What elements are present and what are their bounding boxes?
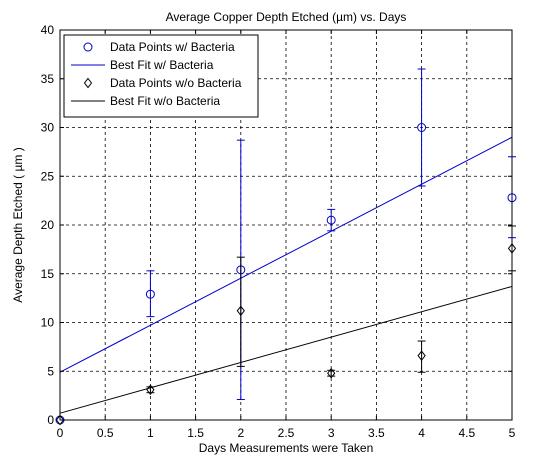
axes: 0 0.5 1 1.5 2 2.5 3 3.5 4 4.5 5 0 5 10 15 20 25 30 35 40: [41, 23, 516, 440]
data-point: [145, 289, 155, 299]
data-point: [55, 414, 65, 426]
y-axis-label: Average Depth Etched ( µm ): [11, 147, 25, 302]
data-point: [327, 367, 336, 379]
x-tick-label: 3.5: [368, 426, 385, 440]
legend-label: Best Fit w/ Bacteria: [110, 58, 214, 72]
best-fit-line: [59, 136, 513, 373]
x-tick-label: 4.5: [458, 426, 475, 440]
x-tick-label: 0: [57, 426, 64, 440]
x-tick-label: 3: [328, 426, 335, 440]
legend-label: Best Fit w/o Bacteria: [110, 94, 220, 108]
data-point: [146, 384, 155, 396]
data-point: [417, 123, 427, 132]
y-tick-label: 10: [41, 316, 55, 330]
legend: Data Points w/ Bacteria Best Fit w/ Bacte…: [63, 34, 259, 118]
x-tick-label: 0.5: [97, 426, 114, 440]
x-axis-label: Days Measurements were Taken: [199, 441, 374, 455]
best-fit-line: [59, 285, 513, 414]
y-tick-label: 35: [41, 72, 55, 86]
legend-swatch-marker: [83, 77, 93, 89]
data-point: [326, 215, 336, 225]
y-tick-label: 40: [41, 23, 55, 37]
legend-box: [63, 34, 259, 118]
y-tick-label: 25: [41, 169, 55, 183]
x-tick-label: 2.5: [278, 426, 295, 440]
y-tick-label: 15: [41, 267, 55, 281]
x-tick-label: 2: [237, 426, 244, 440]
legend-label: Data Points w/ Bacteria: [110, 40, 235, 54]
x-tick-label: 1: [147, 426, 154, 440]
y-tick-label: 5: [47, 364, 54, 378]
x-tick-label: 4: [418, 426, 425, 440]
legend-label: Data Points w/o Bacteria: [110, 76, 242, 90]
y-tick-label: 20: [41, 218, 55, 232]
data-point: [417, 350, 426, 361]
chart-title: Average Copper Depth Etched (µm) vs. Day…: [166, 10, 407, 24]
y-tick-label: 30: [41, 121, 55, 135]
y-tick-label: 0: [47, 413, 54, 427]
x-tick-label: 5: [509, 426, 516, 440]
data-point: [236, 305, 245, 317]
x-tick-label: 1.5: [187, 426, 204, 440]
series-layer: [55, 68, 517, 426]
legend-swatch-marker: [83, 42, 93, 52]
